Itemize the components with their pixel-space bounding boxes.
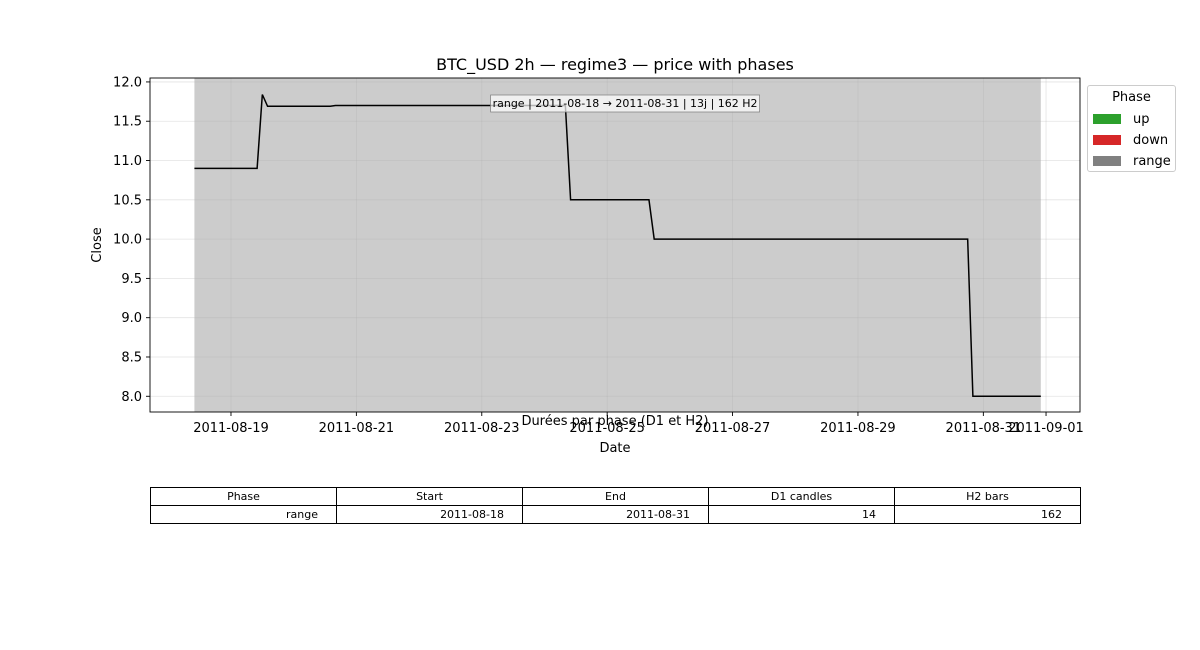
y-tick-label: 8.0 [121, 390, 142, 405]
header-end: End [522, 487, 709, 506]
header-start: Start [336, 487, 523, 506]
legend-label-range: range [1133, 153, 1171, 169]
legend-label-up: up [1133, 111, 1150, 127]
table-row: range 2011-08-18 2011-08-31 14 162 [150, 505, 1081, 524]
x-axis-label: Date [599, 441, 630, 456]
x-tick-label: 2011-08-27 [695, 421, 771, 436]
phase-annotation: range | 2011-08-18 → 2011-08-31 | 13j | … [493, 97, 758, 110]
x-tick-label: 2011-09-01 [1008, 421, 1084, 436]
y-tick-label: 9.5 [121, 272, 142, 287]
plot-frame [149, 77, 1081, 413]
cell-start: 2011-08-18 [336, 505, 523, 524]
x-tick-label: 2011-08-29 [820, 421, 896, 436]
legend-swatch-range [1093, 156, 1121, 166]
phase-duration-table: Phase Start End D1 candles H2 bars range… [150, 487, 1081, 524]
x-tick-label: 2011-08-23 [444, 421, 520, 436]
x-tick-label: 2011-08-31 [946, 421, 1022, 436]
cell-phase: range [150, 505, 337, 524]
legend-item-down: down [1093, 132, 1168, 148]
x-tick-label: 2011-08-19 [193, 421, 269, 436]
legend-swatch-down [1093, 135, 1121, 145]
y-axis-label: Close [90, 227, 105, 262]
x-tick-label: 2011-08-25 [569, 421, 645, 436]
cell-d1-candles: 14 [708, 505, 895, 524]
header-h2-bars: H2 bars [894, 487, 1081, 506]
y-tick-label: 12.0 [113, 75, 142, 90]
header-phase: Phase [150, 487, 337, 506]
legend-swatch-up [1093, 114, 1121, 124]
header-d1-candles: D1 candles [708, 487, 895, 506]
y-tick-label: 11.0 [113, 154, 142, 169]
legend-item-range: range [1093, 153, 1171, 169]
y-tick-label: 11.5 [113, 115, 142, 130]
chart-title: BTC_USD 2h — regime3 — price with phases [436, 55, 794, 75]
legend-item-up: up [1093, 111, 1150, 127]
y-tick-label: 9.0 [121, 311, 142, 326]
y-tick-label: 8.5 [121, 350, 142, 365]
y-tick-label: 10.0 [113, 233, 142, 248]
cell-end: 2011-08-31 [522, 505, 709, 524]
phase-band-range [194, 78, 1041, 412]
x-tick-label: 2011-08-21 [319, 421, 395, 436]
legend: Phase up down range [1087, 85, 1176, 172]
legend-title: Phase [1112, 90, 1151, 105]
y-tick-label: 10.5 [113, 193, 142, 208]
table-title: Durées par phase (D1 et H2) [521, 414, 709, 429]
cell-h2-bars: 162 [894, 505, 1081, 524]
table-header-row: Phase Start End D1 candles H2 bars [150, 487, 1081, 506]
legend-label-down: down [1133, 132, 1169, 148]
annotation-box [490, 94, 760, 113]
